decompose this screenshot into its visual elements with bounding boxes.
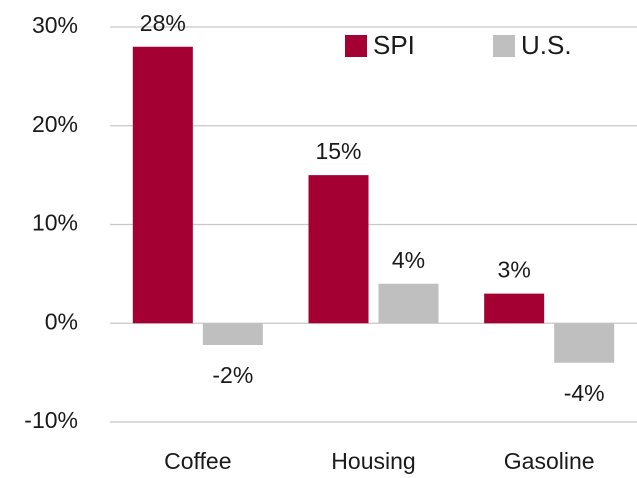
y-tick-label: -10%: [24, 407, 78, 433]
data-label: 4%: [392, 247, 425, 273]
bar: [484, 293, 545, 324]
bar: [202, 323, 263, 345]
bar: [308, 175, 369, 324]
legend-label: SPI: [373, 30, 415, 60]
y-tick-label: 30%: [32, 12, 78, 38]
y-tick-label: 10%: [32, 210, 78, 236]
y-tick-label: 20%: [32, 111, 78, 137]
bar: [132, 46, 193, 324]
data-label: -2%: [212, 362, 253, 388]
data-label: 15%: [315, 138, 361, 164]
bar: [554, 323, 615, 363]
bar: [378, 283, 439, 324]
data-label: -4%: [564, 380, 605, 406]
x-tick-label: Housing: [331, 448, 415, 474]
data-label: 28%: [140, 10, 186, 36]
legend-swatch: [345, 35, 367, 57]
x-tick-label: Gasoline: [504, 448, 595, 474]
data-label: 3%: [498, 257, 531, 283]
y-tick-label: 0%: [45, 308, 78, 334]
legend-label: U.S.: [521, 30, 572, 60]
legend-swatch: [493, 35, 515, 57]
x-tick-label: Coffee: [164, 448, 231, 474]
